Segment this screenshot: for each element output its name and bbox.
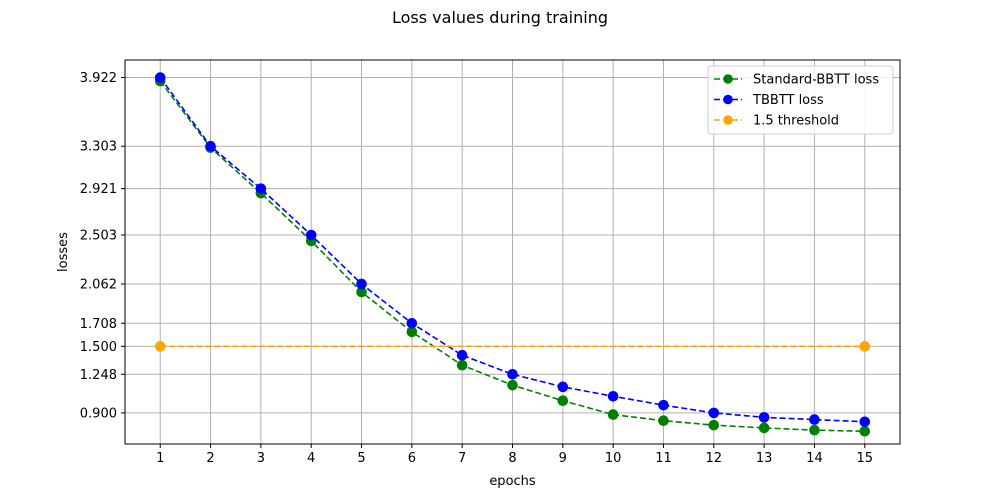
chart-title: Loss values during training bbox=[392, 8, 608, 27]
x-tick-label: 10 bbox=[605, 451, 622, 466]
legend-marker-swatch bbox=[723, 94, 733, 105]
data-point bbox=[406, 317, 418, 329]
legend-label: Standard-BBTT loss bbox=[753, 73, 879, 88]
x-tick-label: 7 bbox=[458, 451, 466, 466]
legend: Standard-BBTT loss TBBTT loss 1.5 threshol… bbox=[707, 65, 894, 135]
series-1-5-threshold bbox=[154, 341, 871, 352]
data-point bbox=[255, 183, 267, 194]
data-point bbox=[507, 369, 518, 380]
data-point bbox=[607, 390, 619, 402]
x-tick-label: 14 bbox=[806, 451, 823, 466]
plot-frame bbox=[124, 59, 901, 445]
data-point bbox=[154, 72, 166, 83]
legend-box bbox=[707, 65, 894, 135]
data-point bbox=[809, 424, 820, 436]
legend-item: TBBTT loss bbox=[714, 93, 824, 108]
data-point bbox=[305, 229, 317, 241]
data-point bbox=[708, 419, 720, 431]
y-tick-label: 3.303 bbox=[80, 140, 117, 155]
x-axis-label: epochs bbox=[489, 474, 536, 489]
x-tick-label: 6 bbox=[408, 451, 416, 466]
x-tick-label: 11 bbox=[655, 451, 672, 466]
x-tick-label: 4 bbox=[307, 451, 315, 466]
data-point bbox=[356, 278, 367, 290]
x-tick-label: 15 bbox=[856, 451, 873, 466]
data-point bbox=[859, 416, 871, 428]
x-tick-label: 13 bbox=[756, 451, 773, 466]
x-tick-label: 8 bbox=[508, 451, 516, 466]
y-tick-label: 1.248 bbox=[80, 368, 117, 383]
series-tbbtt-loss bbox=[154, 72, 871, 428]
data-point bbox=[859, 341, 871, 352]
x-tick-label: 5 bbox=[357, 451, 365, 466]
data-point bbox=[809, 414, 820, 425]
series-layer bbox=[154, 72, 871, 437]
y-tick-label: 3.922 bbox=[80, 71, 117, 86]
data-point bbox=[859, 425, 871, 437]
axes: 1 2 3 4 5 6 7 8 9 10 11 12 13 14 150.9001.2481.5001.70… bbox=[80, 71, 873, 466]
data-point bbox=[658, 399, 669, 411]
data-point bbox=[758, 422, 770, 434]
data-point bbox=[607, 409, 619, 420]
x-tick-label: 9 bbox=[559, 451, 567, 466]
x-tick-label: 12 bbox=[706, 451, 723, 466]
x-tick-label: 3 bbox=[257, 451, 265, 466]
data-point bbox=[154, 341, 166, 352]
y-tick-label: 1.500 bbox=[80, 340, 117, 355]
legend-label: TBBTT loss bbox=[752, 93, 824, 108]
data-point bbox=[205, 140, 216, 152]
data-point bbox=[658, 415, 669, 426]
data-point bbox=[557, 381, 569, 393]
legend-item: 1.5 threshold bbox=[714, 114, 839, 129]
data-point bbox=[456, 359, 468, 371]
data-point bbox=[758, 412, 770, 423]
y-tick-label: 2.921 bbox=[80, 182, 117, 197]
legend-label: 1.5 threshold bbox=[753, 114, 839, 129]
x-tick-label: 1 bbox=[156, 451, 164, 466]
data-point bbox=[456, 349, 468, 361]
data-point bbox=[557, 395, 569, 407]
data-point bbox=[708, 407, 720, 419]
y-axis-label: losses bbox=[56, 232, 71, 272]
y-tick-label: 0.900 bbox=[80, 406, 117, 421]
legend-item: Standard-BBTT loss bbox=[714, 73, 879, 88]
y-tick-label: 2.062 bbox=[80, 277, 117, 292]
y-tick-label: 1.708 bbox=[80, 317, 117, 332]
legend-marker-swatch bbox=[723, 115, 733, 125]
x-tick-label: 2 bbox=[206, 451, 214, 466]
series-line-tbbtt-loss bbox=[159, 77, 865, 423]
data-point bbox=[507, 379, 518, 391]
legend-marker-swatch bbox=[723, 74, 733, 84]
y-tick-label: 2.503 bbox=[80, 229, 117, 244]
